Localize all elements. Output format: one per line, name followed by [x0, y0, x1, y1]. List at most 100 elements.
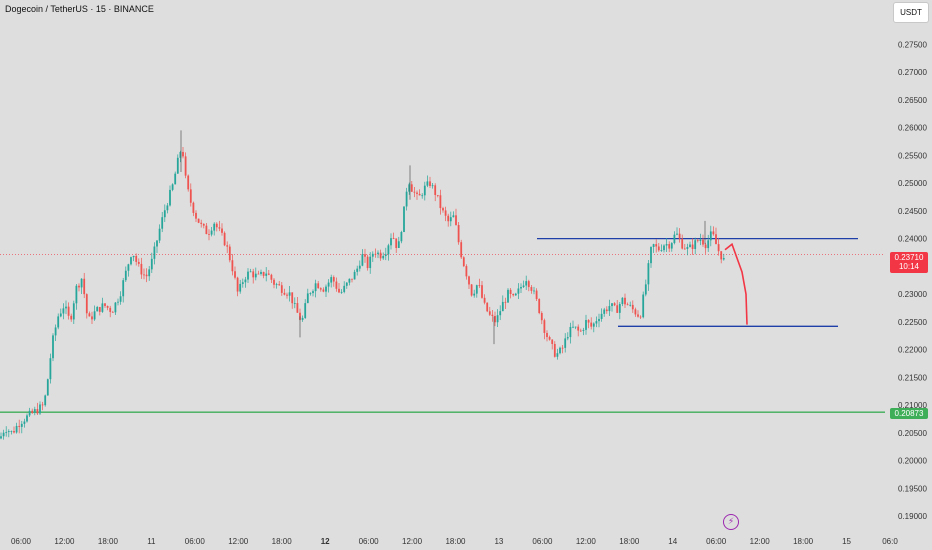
candle-body [317, 283, 320, 289]
price-tick-label: 0.21500 [898, 373, 927, 382]
candle-body [629, 304, 632, 306]
candle-body [676, 233, 678, 235]
candle-body [195, 212, 197, 219]
time-tick-label: 18:00 [445, 537, 466, 546]
candle-body [452, 215, 455, 218]
candle-body [517, 288, 520, 294]
candle-body [356, 268, 359, 272]
candle-body [595, 321, 598, 324]
candle-body [153, 246, 156, 259]
candle-body [262, 271, 265, 276]
candle-body [564, 338, 567, 348]
chart-title: Dogecoin / TetherUS · 15 · BINANCE [5, 4, 154, 14]
candle-body [423, 185, 426, 196]
candle-body [83, 278, 86, 295]
candle-body [577, 326, 580, 331]
candle-body [189, 189, 192, 203]
candle-body [392, 238, 395, 239]
candle-body [270, 274, 273, 280]
candle-body [109, 307, 112, 312]
candle-body [85, 294, 88, 314]
candle-body [301, 317, 304, 320]
price-tick-label: 0.26500 [898, 96, 927, 105]
candle-body [647, 263, 650, 285]
candle-body [161, 217, 164, 229]
candle-body [465, 266, 468, 277]
candle-body [384, 254, 387, 256]
candle-body [657, 246, 660, 251]
candle-body [590, 322, 593, 327]
candle-body [65, 306, 67, 309]
candle-body [390, 238, 392, 246]
candle-body [553, 343, 556, 357]
candle-body [582, 329, 585, 331]
time-tick-label: 06:00 [11, 537, 32, 546]
candle-body [395, 238, 398, 248]
candle-body [143, 274, 145, 276]
candle-body [26, 415, 28, 422]
candle-body [106, 305, 109, 308]
candle-body [210, 230, 213, 235]
price-tick-label: 0.24500 [898, 207, 927, 216]
candle-body [491, 314, 494, 316]
candle-body [345, 282, 348, 286]
candle-body [148, 269, 151, 277]
candle-body [226, 245, 229, 247]
lightning-icon[interactable]: ⚡ [723, 514, 739, 530]
candle-body [114, 302, 117, 313]
candle-body [707, 240, 710, 249]
candle-body [171, 184, 174, 190]
candle-body [551, 339, 554, 344]
candle-body [202, 223, 205, 226]
candle-body [343, 285, 346, 292]
candle-body [457, 224, 460, 243]
time-tick-label: 06:00 [185, 537, 206, 546]
candle-body [96, 307, 99, 312]
candle-body [488, 311, 491, 315]
candle-body [364, 254, 366, 257]
candle-body [46, 379, 49, 396]
candle-body [611, 303, 613, 307]
candle-body [512, 294, 515, 296]
candle-body [192, 202, 195, 213]
candle-body [137, 261, 140, 264]
candle-body [234, 271, 236, 278]
candle-body [156, 240, 158, 247]
price-tick-label: 0.27000 [898, 68, 927, 77]
candle-body [626, 304, 629, 306]
candle-body [587, 320, 590, 323]
candle-body [213, 223, 216, 231]
time-tick-label: 06:00 [532, 537, 553, 546]
candle-body [145, 274, 148, 277]
candle-body [254, 273, 257, 278]
time-tick-label: 06:00 [359, 537, 380, 546]
price-tick-label: 0.20500 [898, 429, 927, 438]
candle-body [387, 245, 390, 255]
time-tick-label: 18:00 [793, 537, 814, 546]
candle-body [371, 253, 374, 257]
candle-body [231, 260, 234, 272]
candle-body [67, 306, 70, 316]
candle-body [275, 284, 278, 286]
candle-body [132, 255, 135, 258]
candle-body [260, 271, 262, 274]
candle-body [600, 313, 603, 319]
candle-body [442, 208, 444, 211]
candle-body [39, 404, 41, 414]
candle-body [280, 285, 283, 293]
candle-body [33, 409, 36, 413]
candle-body [150, 258, 153, 270]
candle-body [265, 273, 268, 276]
currency-button[interactable]: USDT [893, 2, 929, 23]
candle-body [348, 278, 351, 283]
candle-body [618, 304, 621, 313]
candle-body [527, 281, 530, 288]
time-tick-label: 12:00 [228, 537, 249, 546]
candle-body [166, 205, 169, 211]
candle-body [377, 252, 379, 254]
time-axis: 06:00 12:00 18:00 11 06:00 12:00 18:00 12 06:00 1… [11, 537, 898, 546]
candle-body [481, 285, 483, 298]
projection-path [724, 242, 748, 325]
candle-body [49, 358, 52, 380]
